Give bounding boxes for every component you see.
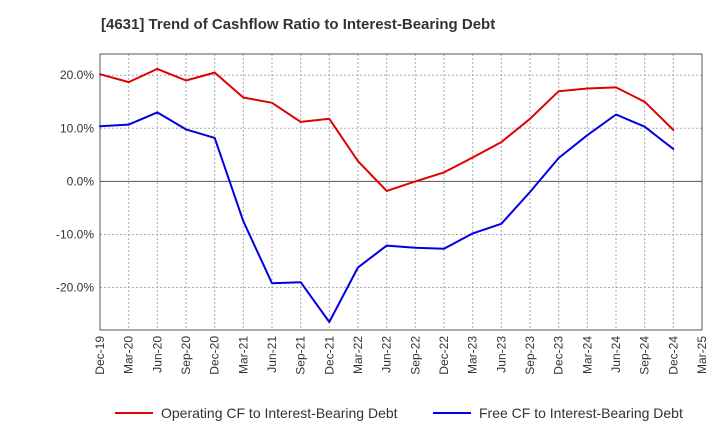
x-tick-label: Mar-20 (122, 336, 136, 374)
y-tick-label: 10.0% (60, 121, 94, 135)
legend-label-operating-cf: Operating CF to Interest-Bearing Debt (161, 405, 398, 421)
x-tick-label: Sep-24 (638, 336, 652, 375)
x-tick-label: Mar-25 (695, 336, 709, 374)
chart-title: [4631] Trend of Cashflow Ratio to Intere… (101, 16, 496, 33)
x-tick-label: Jun-21 (265, 336, 279, 373)
x-tick-label: Mar-22 (351, 336, 365, 374)
series-layer (99, 67, 675, 323)
y-tick-label: 0.0% (67, 174, 95, 188)
x-tick-label: Jun-23 (494, 336, 508, 373)
x-tick-label: Sep-21 (294, 336, 308, 375)
x-tick-label: Sep-22 (408, 336, 422, 375)
y-tick-layer: 20.0% 10.0% 0.0% -10.0% -20.0% (56, 68, 94, 294)
x-tick-label: Sep-20 (179, 336, 193, 375)
legend: Operating CF to Interest-Bearing Debt Fr… (0, 405, 720, 427)
x-tick-label: Dec-24 (666, 336, 680, 375)
y-tick-label: 20.0% (60, 68, 94, 82)
x-tick-label: Dec-22 (437, 336, 451, 375)
x-tick-layer: Dec-19 Mar-20 Jun-20 Sep-20 Dec-20 Mar-21 Jun-… (93, 336, 709, 375)
x-tick-label: Jun-22 (380, 336, 394, 373)
x-tick-label: Mar-21 (236, 336, 250, 374)
x-tick-label: Sep-23 (523, 336, 537, 375)
x-tick-label: Dec-21 (322, 336, 336, 375)
series-line-operating-cf (99, 67, 675, 192)
grid-layer (99, 54, 703, 330)
legend-label-free-cf: Free CF to Interest-Bearing Debt (479, 405, 683, 421)
legend-swatch-operating-cf (115, 412, 153, 414)
series-line-free-cf (99, 111, 675, 323)
x-tick-label: Dec-20 (208, 336, 222, 375)
x-tick-label: Mar-23 (466, 336, 480, 374)
plot-frame (99, 53, 703, 331)
x-tick-label: Jun-20 (150, 336, 164, 373)
x-tick-label: Dec-23 (552, 336, 566, 375)
x-tick-label: Jun-24 (609, 336, 623, 373)
y-tick-label: -10.0% (56, 227, 94, 241)
x-tick-label: Mar-24 (580, 336, 594, 374)
legend-item-operating-cf: Operating CF to Interest-Bearing Debt (115, 405, 398, 421)
legend-swatch-free-cf (433, 412, 471, 414)
y-tick-label: -20.0% (56, 281, 94, 295)
x-tick-label: Dec-19 (93, 336, 107, 375)
legend-item-free-cf: Free CF to Interest-Bearing Debt (433, 405, 683, 421)
